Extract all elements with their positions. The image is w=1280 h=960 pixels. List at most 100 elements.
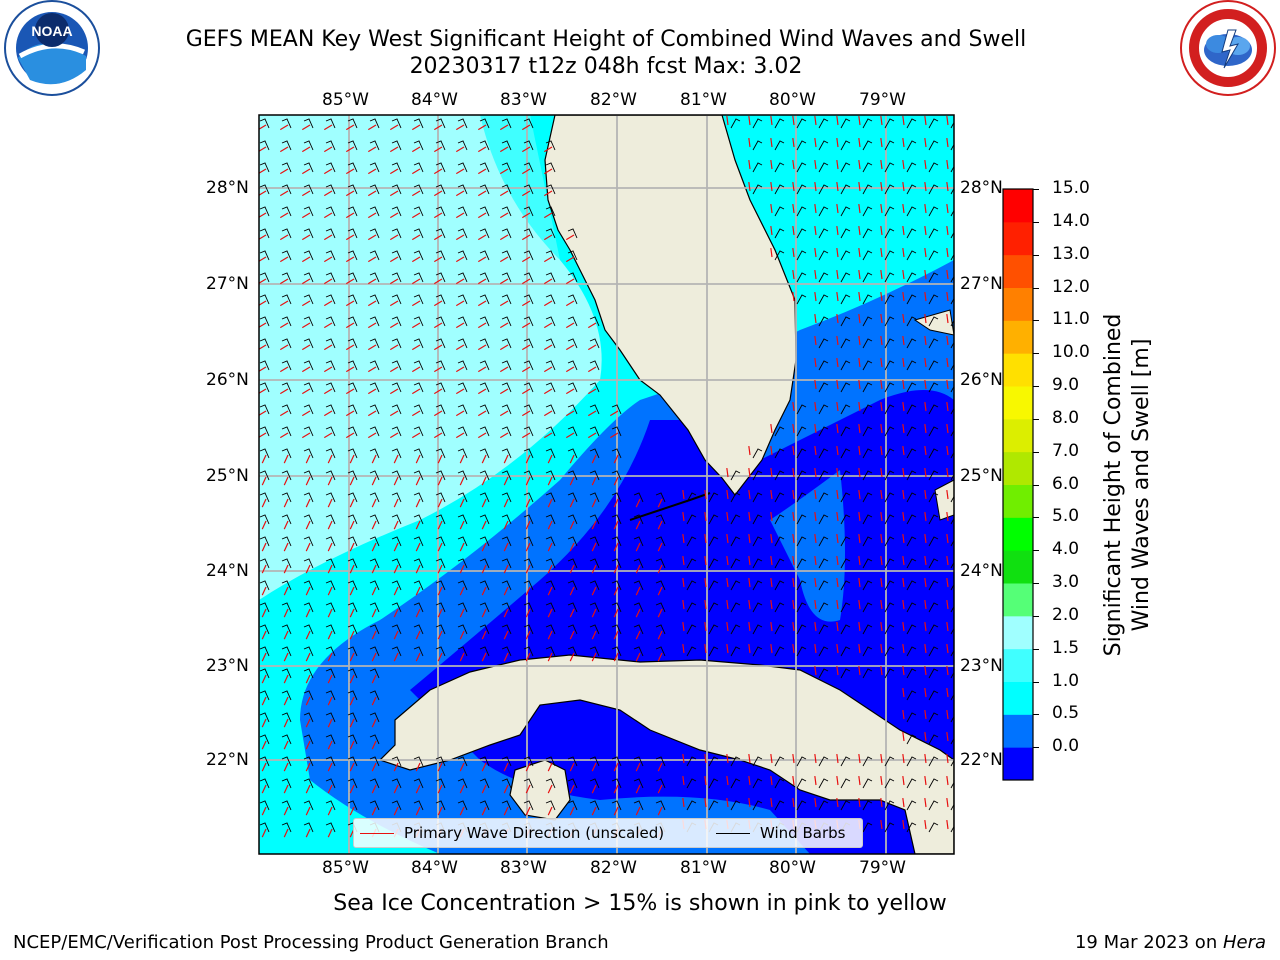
wind-barb — [303, 646, 314, 657]
wave-arrow — [565, 322, 575, 329]
wave-arrow — [283, 608, 289, 618]
wind-barb — [840, 250, 851, 261]
wind-barb — [950, 649, 954, 657]
wave-arrow — [415, 454, 421, 464]
wave-arrow — [279, 344, 289, 351]
wind-barb — [347, 536, 358, 547]
wind-barb — [567, 448, 578, 459]
wind-barb — [413, 272, 424, 283]
wave-arrow — [503, 806, 509, 816]
wind-barb — [950, 429, 954, 437]
wind-barb — [501, 492, 512, 503]
wind-barb — [435, 272, 446, 283]
wind-barb — [347, 140, 358, 151]
wave-arrow — [902, 379, 905, 390]
wave-arrow — [814, 489, 817, 500]
wind-barb — [950, 605, 954, 613]
wind-barb — [457, 536, 468, 547]
wind-barb — [259, 602, 270, 613]
wave-arrow — [345, 234, 355, 241]
wind-barb — [281, 734, 292, 745]
wind-barb — [862, 184, 873, 195]
wave-arrow — [858, 203, 861, 214]
wind-barb — [325, 734, 336, 745]
lat-label-right: 27°N — [960, 274, 1003, 294]
wave-arrow — [946, 313, 949, 324]
wave-arrow — [327, 542, 333, 552]
wind-barb — [928, 822, 939, 833]
wind-barb — [259, 514, 270, 525]
wave-arrow — [880, 247, 883, 258]
colorbar-tick-label: 14.0 — [1052, 210, 1090, 231]
wind-barb — [884, 536, 895, 547]
wind-barb — [567, 228, 578, 239]
wind-barb — [259, 580, 270, 591]
wind-barb — [567, 514, 578, 525]
wave-arrow — [814, 445, 817, 456]
wind-barb — [325, 426, 336, 437]
wind-barb — [840, 580, 851, 591]
wave-arrow — [924, 357, 927, 368]
wave-arrow — [704, 511, 707, 522]
wind-barb — [259, 536, 270, 547]
wave-arrow — [836, 665, 839, 676]
wind-barb — [347, 514, 358, 525]
wind-barb — [479, 580, 490, 591]
wind-barb — [457, 338, 468, 349]
wind-barb — [523, 206, 534, 217]
wind-barb — [928, 382, 939, 393]
wave-arrow — [814, 621, 817, 632]
wind-barb — [774, 514, 785, 525]
wave-arrow — [836, 423, 839, 434]
wave-arrow — [481, 498, 487, 508]
wind-barb — [589, 514, 600, 525]
colorbar-tick-label: 15.0 — [1052, 178, 1090, 198]
wave-arrow — [393, 498, 399, 508]
wave-arrow — [455, 300, 465, 307]
wind-barb — [523, 756, 534, 767]
wind-barb — [347, 360, 358, 371]
colorbar-tick-label: 1.5 — [1052, 637, 1080, 658]
wind-barb — [655, 624, 666, 635]
wind-barb — [818, 140, 829, 151]
wave-arrow — [283, 740, 289, 750]
wind-barb — [928, 624, 939, 635]
wind-barb — [545, 250, 556, 261]
wave-arrow — [946, 533, 949, 544]
wave-arrow — [543, 168, 553, 175]
wind-barb — [347, 580, 358, 591]
wave-arrow — [569, 608, 575, 618]
wave-arrow — [924, 797, 927, 808]
wave-arrow — [367, 410, 377, 417]
wind-barb — [840, 360, 851, 371]
wave-arrow — [748, 599, 751, 610]
wind-barb — [479, 162, 490, 173]
sea-ice-note: Sea Ice Concentration > 15% is shown in … — [333, 891, 947, 916]
colorbar — [1002, 188, 1034, 781]
wind-barb — [281, 316, 292, 327]
wave-arrow — [836, 379, 839, 390]
wave-arrow — [261, 630, 267, 640]
wave-arrow — [305, 718, 311, 728]
lat-label-left: 26°N — [206, 370, 249, 390]
wind-barb — [413, 382, 424, 393]
wind-barb — [950, 759, 954, 767]
wave-arrow — [283, 696, 289, 706]
wind-barb — [501, 800, 512, 811]
wind-barb — [259, 470, 270, 481]
wind-barb — [413, 756, 424, 767]
wind-barb — [774, 426, 785, 437]
wind-barb — [347, 272, 358, 283]
wind-barb — [862, 294, 873, 305]
wind-barb — [281, 492, 292, 503]
wave-arrow — [433, 190, 443, 197]
wave-arrow — [367, 256, 377, 263]
wind-barb — [303, 624, 314, 635]
wind-barb — [633, 778, 644, 789]
wave-arrow — [367, 234, 377, 241]
wave-arrow — [525, 784, 531, 794]
wave-arrow — [880, 577, 883, 588]
wind-barb — [796, 140, 807, 151]
wind-barb — [567, 294, 578, 305]
wave-arrow — [547, 586, 553, 596]
